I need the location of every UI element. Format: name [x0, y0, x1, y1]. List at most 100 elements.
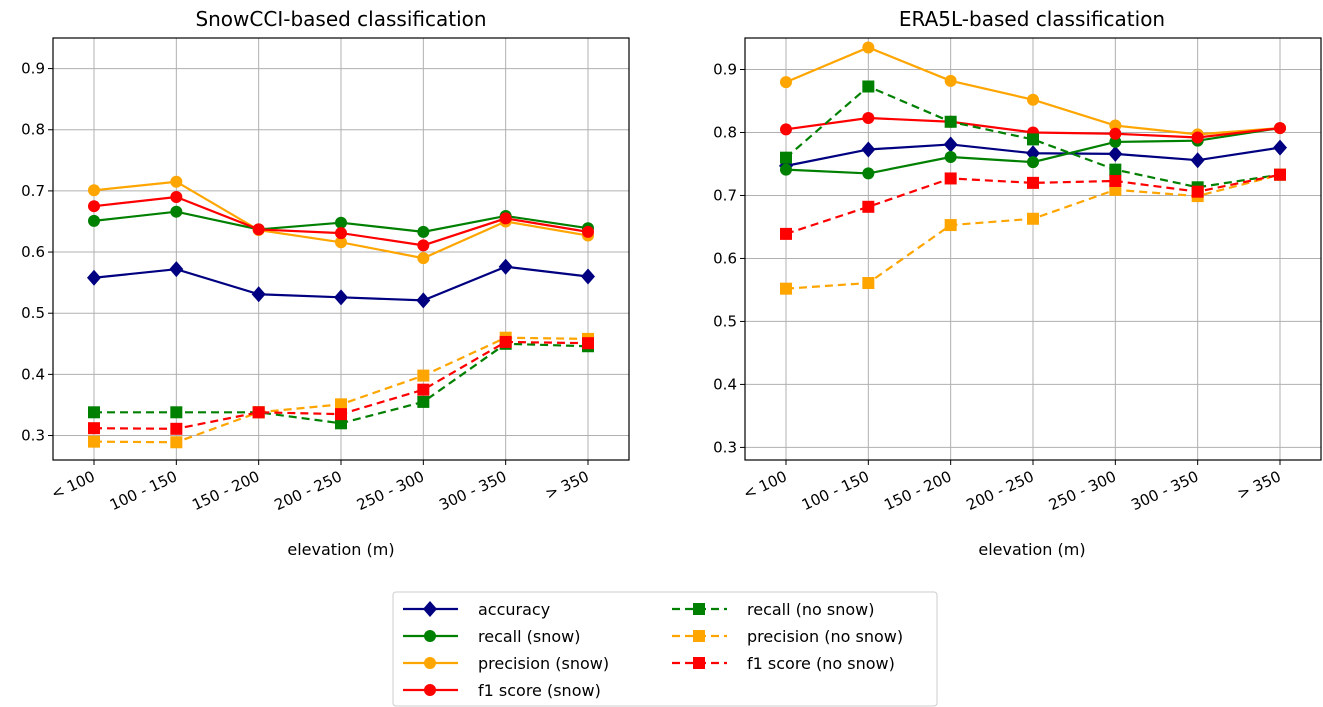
data-point-accuracy	[1108, 145, 1123, 162]
data-point-precision_nosnow	[335, 398, 347, 411]
data-point-recall_nosnow	[170, 406, 183, 419]
y-tick-label: 0.5	[713, 312, 737, 330]
legend-marker-precision_nosnow	[693, 630, 705, 642]
y-tick-label: 0.5	[21, 304, 45, 322]
data-point-recall_nosnow	[944, 115, 957, 128]
data-point-recall_nosnow	[1109, 163, 1122, 176]
data-point-recall_snow	[335, 216, 347, 229]
data-point-precision_nosnow	[170, 436, 183, 449]
y-tick-label: 0.6	[21, 243, 45, 261]
data-point-precision_snow	[335, 236, 347, 249]
legend-label-recall_nosnow: recall (no snow)	[747, 600, 875, 619]
legend-label-f1_snow: f1 score (snow)	[478, 681, 601, 700]
data-point-f1_nosnow	[170, 422, 183, 435]
legend-label-precision_nosnow: precision (no snow)	[747, 627, 903, 646]
data-point-f1_snow	[1109, 127, 1122, 140]
data-point-precision_snow	[862, 41, 875, 54]
legend-marker-accuracy	[423, 601, 437, 617]
x-tick-label: 300 - 350	[1128, 467, 1201, 514]
data-point-f1_snow	[582, 225, 594, 238]
data-point-precision_nosnow	[862, 277, 875, 290]
x-tick-label: > 350	[542, 467, 591, 503]
data-point-recall_snow	[862, 167, 875, 180]
data-point-accuracy	[943, 136, 958, 153]
data-point-recall_nosnow	[417, 395, 430, 408]
data-point-accuracy	[581, 268, 595, 285]
data-point-recall_nosnow	[862, 80, 875, 93]
legend-marker-f1_snow	[424, 684, 436, 696]
data-point-recall_nosnow	[335, 417, 347, 430]
data-point-accuracy	[87, 269, 101, 286]
x-tick-label: 150 - 200	[189, 467, 262, 514]
data-point-f1_nosnow	[88, 422, 100, 435]
x-tick-label: 200 - 250	[272, 467, 345, 514]
data-point-f1_snow	[1274, 122, 1286, 135]
data-point-f1_snow	[170, 191, 183, 204]
legend: accuracy recall (snow) precision (snow) f1 …	[392, 591, 938, 707]
data-point-precision_nosnow	[780, 282, 792, 295]
data-point-accuracy	[1273, 139, 1287, 156]
data-point-f1_snow	[88, 200, 100, 213]
data-point-f1_snow	[252, 223, 265, 236]
legend-marker-precision_snow	[424, 657, 436, 669]
data-point-accuracy	[498, 258, 513, 275]
data-point-f1_nosnow	[1274, 168, 1286, 181]
data-point-recall_nosnow	[780, 151, 792, 164]
legend-marker-f1_nosnow	[693, 657, 705, 669]
data-point-precision_snow	[780, 76, 792, 89]
legend-label-recall_snow: recall (snow)	[478, 627, 580, 646]
data-point-f1_nosnow	[780, 227, 792, 240]
x-tick-label: > 350	[1234, 467, 1283, 503]
data-point-recall_nosnow	[1027, 133, 1039, 146]
data-point-precision_nosnow	[944, 219, 957, 232]
x-tick-label: 250 - 300	[354, 467, 427, 514]
data-point-recall_nosnow	[88, 406, 100, 419]
legend-marker-recall_snow	[424, 630, 436, 642]
data-point-f1_nosnow	[944, 172, 957, 185]
data-point-f1_nosnow	[499, 335, 512, 348]
y-tick-label: 0.6	[713, 249, 737, 267]
legend-frame	[392, 591, 938, 707]
x-tick-label: 100 - 150	[799, 467, 872, 514]
legend-label-precision_snow: precision (snow)	[478, 654, 609, 673]
data-point-accuracy	[169, 261, 184, 278]
y-tick-label: 0.9	[21, 60, 45, 78]
x-axis-label: elevation (m)	[978, 540, 1085, 559]
x-axis-label: elevation (m)	[287, 540, 394, 559]
x-tick-label: 250 - 300	[1046, 467, 1119, 514]
y-tick-label: 0.4	[21, 365, 45, 383]
legend-marker-recall_nosnow	[693, 603, 705, 615]
x-tick-label: 300 - 350	[436, 467, 509, 514]
data-point-f1_snow	[862, 111, 875, 124]
data-point-recall_snow	[88, 214, 100, 227]
data-point-f1_snow	[417, 239, 430, 252]
data-point-accuracy	[334, 289, 348, 306]
data-point-precision_snow	[417, 252, 430, 265]
data-point-f1_nosnow	[582, 337, 594, 350]
data-point-precision_snow	[88, 184, 100, 197]
data-point-f1_nosnow	[417, 383, 430, 396]
data-point-accuracy	[861, 141, 876, 158]
data-point-precision_snow	[944, 74, 957, 87]
y-tick-label: 0.8	[713, 123, 737, 141]
x-tick-label: < 100	[48, 467, 97, 503]
data-point-f1_snow	[780, 123, 792, 136]
y-tick-label: 0.3	[21, 427, 45, 445]
legend-label-f1_nosnow: f1 score (no snow)	[747, 654, 895, 673]
data-point-precision_snow	[170, 175, 183, 188]
x-tick-label: 200 - 250	[964, 467, 1037, 514]
y-tick-label: 0.4	[713, 375, 737, 393]
data-point-precision_nosnow	[417, 369, 430, 382]
data-point-f1_nosnow	[252, 406, 265, 419]
x-tick-label: 100 - 150	[107, 467, 180, 514]
y-tick-label: 0.7	[21, 182, 45, 200]
legend-label-accuracy: accuracy	[478, 600, 550, 619]
data-point-precision_nosnow	[1027, 212, 1039, 225]
data-point-f1_snow	[335, 227, 347, 240]
data-point-f1_nosnow	[335, 408, 347, 421]
data-point-recall_snow	[944, 151, 957, 164]
data-point-accuracy	[416, 292, 431, 309]
y-tick-label: 0.8	[21, 121, 45, 139]
chart-snowcci: SnowCCI-based classification < 100 100 - …	[21, 7, 630, 559]
